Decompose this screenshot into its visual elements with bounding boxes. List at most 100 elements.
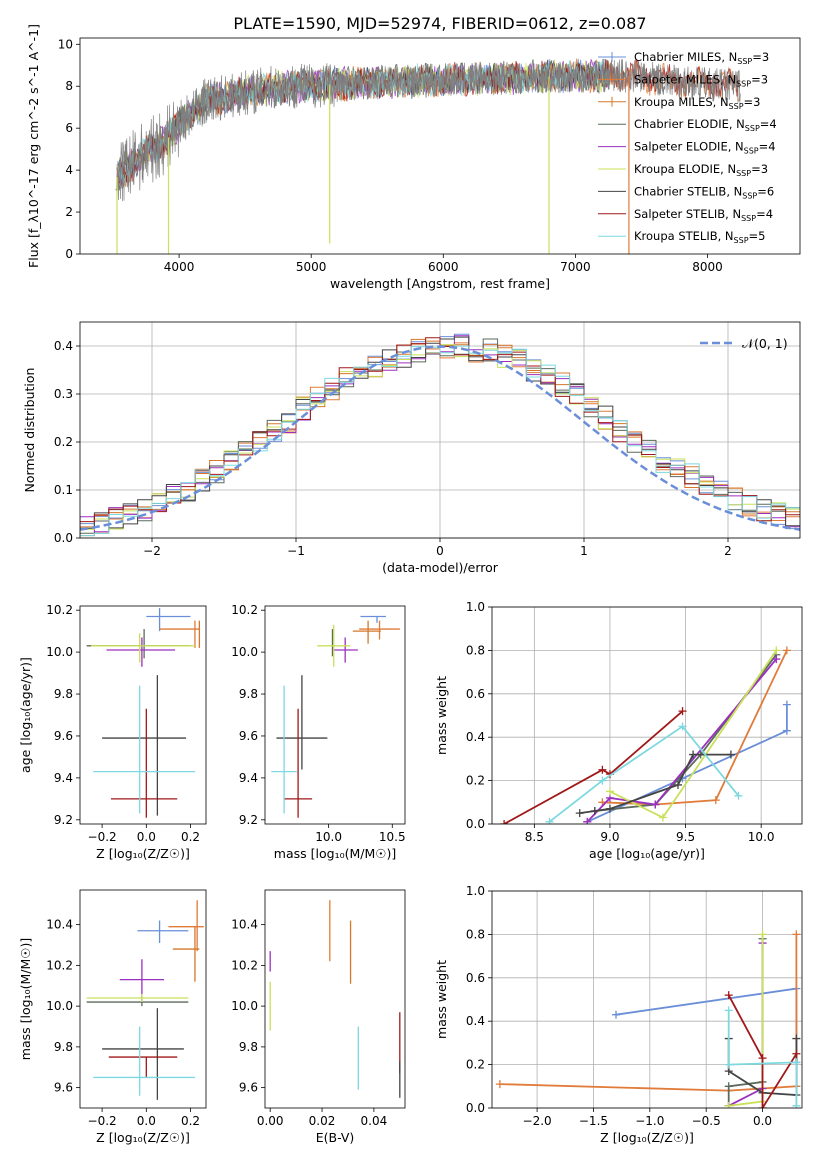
series-marker [782, 726, 791, 735]
legend-nssp: =4 [756, 207, 773, 221]
y-tick-label: 0.6 [466, 687, 485, 701]
legend-model-name: Salpeter STELIB, N [634, 207, 741, 221]
error-bar [168, 900, 204, 952]
y-tick-label: 9.6 [54, 1081, 73, 1095]
y-tick-label: 6 [65, 121, 73, 135]
error-bar [317, 624, 351, 667]
series-marker [792, 1049, 801, 1058]
axes: −0.2 0.0 0.2 9.2 9.4 9.6 9.8 10.0 10.2 Z [log₁₀(Z… [18, 603, 207, 861]
series-marker [598, 765, 607, 774]
series-marker [792, 1058, 801, 1067]
series-line [602, 650, 788, 806]
y-tick-label: 9.8 [54, 1040, 73, 1054]
grid-lines [492, 890, 802, 1109]
error-bar [119, 959, 164, 1001]
y-tick-label: 0.2 [466, 1058, 485, 1072]
y-axis-label: mass weight [434, 960, 449, 1039]
legend-label: Chabrier MILES, NSSP=3 [634, 50, 769, 66]
x-tick-label: 0.2 [181, 1114, 200, 1128]
x-axis-label: age [log₁₀(age/yr)] [589, 846, 705, 861]
series-line [586, 658, 777, 823]
plot-area [86, 900, 204, 1100]
error-bar [146, 608, 191, 632]
series [605, 646, 781, 822]
series [575, 750, 735, 818]
x-axis-label: mass [log₁₀(M/M☉)] [274, 846, 396, 861]
x-tick-label: 8000 [692, 260, 723, 274]
legend-label: Salpeter MILES, NSSP=3 [634, 72, 768, 88]
y-tick-label: 9.6 [54, 729, 73, 743]
y-axis-label: Flux [f_λ10^-17 erg cm^-2 s^-1 A^-1] [26, 24, 41, 268]
y-tick-label: 10.2 [46, 603, 73, 617]
y-tick-label: 0.8 [466, 643, 485, 657]
legend-subscript: SSP [744, 147, 759, 156]
legend-label: Kroupa ELODIE, NSSP=3 [634, 162, 768, 178]
y-tick-label: 0.3 [54, 387, 73, 401]
series [724, 991, 801, 1108]
y-tick-label: 10.2 [46, 958, 73, 972]
error-bar [137, 920, 189, 943]
gaussian-curve [80, 345, 800, 531]
y-tick-label: 9.2 [239, 813, 258, 827]
series-marker [545, 817, 554, 824]
residual-histogram-panel: −2 −1 0 1 2 0.0 0.1 0.2 0.3 0.4 (data-model)/error… [22, 321, 801, 575]
legend-nssp: =3 [744, 95, 761, 109]
series-line [728, 934, 764, 1107]
axes-frame [264, 889, 406, 1109]
plot-area [500, 646, 791, 824]
x-tick-label: 0.04 [361, 1114, 388, 1128]
series-marker [495, 1080, 504, 1089]
error-bar [93, 1026, 195, 1096]
y-tick-label: 9.4 [54, 771, 73, 785]
age-vs-z-panel: −0.2 0.0 0.2 9.2 9.4 9.6 9.8 10.0 10.2 Z [log₁₀(Z… [18, 603, 207, 861]
series-marker [605, 804, 614, 813]
y-tick-label: 0.6 [466, 971, 485, 985]
observed-spectrum-line [115, 58, 741, 202]
axes-frame [79, 889, 207, 1109]
error-bar [110, 708, 178, 818]
series-marker [724, 1101, 733, 1108]
legend-label: Chabrier STELIB, NSSP=6 [634, 184, 774, 200]
y-tick-label: 0.0 [54, 531, 73, 545]
x-tick-label: −0.2 [88, 830, 117, 844]
legend-nssp: =3 [751, 162, 768, 176]
error-bar [276, 675, 328, 770]
axes: −2.0 −1.5 −1.0 −0.5 0.0 0.0 0.2 0.4 0.6 0.8 1.0 Z [… [434, 884, 803, 1145]
legend-subscript: SSP [745, 124, 760, 133]
y-tick-label: 9.6 [239, 729, 258, 743]
x-tick-label: 10.0 [748, 830, 775, 844]
legend-model-name: Kroupa ELODIE, N [634, 162, 736, 176]
y-tick-label: 10.2 [231, 603, 258, 617]
x-tick-label: 9.0 [600, 830, 619, 844]
legend-label: Kroupa MILES, NSSP=3 [634, 95, 760, 111]
series [500, 707, 687, 824]
y-axis-label: age [log₁₀(age/yr)] [18, 657, 33, 773]
y-axis-label: mass weight [434, 676, 449, 755]
legend-model-name: Kroupa STELIB, N [634, 229, 734, 243]
series-marker [758, 1054, 767, 1063]
legend-label: 𝒩(0, 1) [742, 336, 788, 351]
error-bar [352, 620, 381, 644]
y-axis-label: mass [log₁₀(M/M☉)] [18, 938, 33, 1060]
y-tick-label: 9.4 [239, 771, 258, 785]
x-tick-label: 8.5 [525, 830, 544, 844]
series-marker [724, 1006, 733, 1015]
spectrum-panel: 4000 5000 6000 7000 8000 0 2 4 6 8 10 wavelength [A… [26, 24, 801, 291]
x-tick-label: 10.0 [315, 830, 342, 844]
series [495, 930, 801, 1095]
legend-model-name: Chabrier MILES, N [634, 50, 737, 64]
error-bar [91, 633, 195, 663]
x-tick-label: 10.5 [379, 830, 406, 844]
error-bar [271, 685, 297, 814]
y-tick-label: 10.4 [231, 918, 258, 932]
series-marker [689, 750, 698, 759]
mass-weight-vs-age-panel: 8.5 9.0 9.5 10.0 0.0 0.2 0.4 0.6 0.8 1.0 age [log₁… [434, 600, 803, 861]
y-tick-label: 0.2 [466, 774, 485, 788]
axes-frame [491, 890, 803, 1109]
legend-subscript: SSP [736, 79, 751, 88]
axes-frame [79, 37, 801, 255]
legend-model-name: Chabrier STELIB, N [634, 184, 742, 198]
error-bar [86, 629, 191, 659]
y-tick-label: 10.2 [231, 958, 258, 972]
